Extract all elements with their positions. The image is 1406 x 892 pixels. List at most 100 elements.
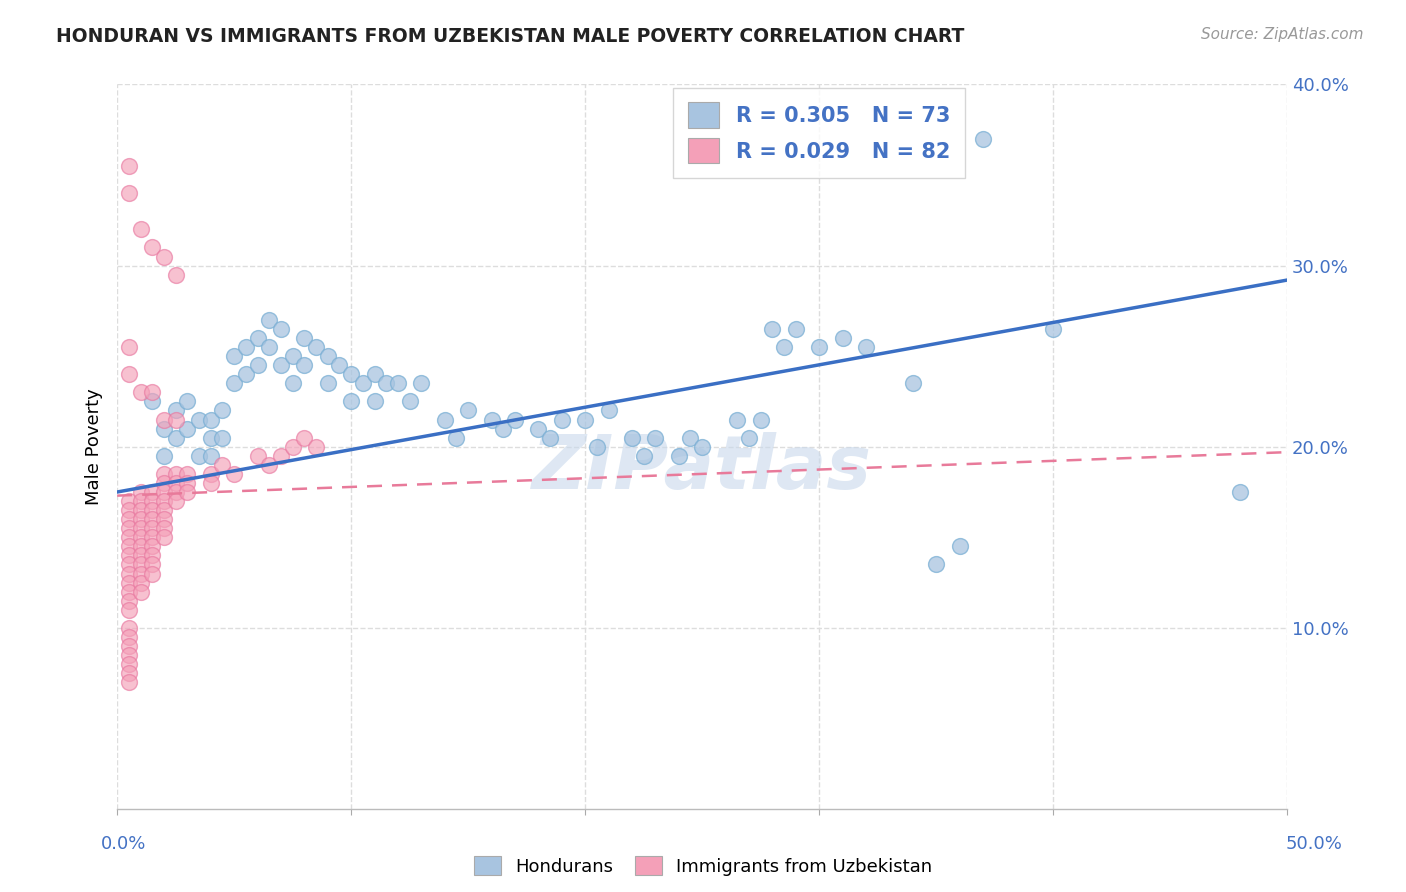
Point bbox=[129, 503, 152, 517]
Point bbox=[118, 186, 141, 201]
Text: 0.0%: 0.0% bbox=[101, 835, 146, 853]
Point bbox=[118, 648, 141, 662]
Point bbox=[538, 431, 561, 445]
Point bbox=[118, 639, 141, 653]
Point bbox=[270, 322, 292, 336]
Point bbox=[118, 521, 141, 535]
Point bbox=[118, 558, 141, 572]
Point bbox=[118, 630, 141, 644]
Point bbox=[773, 340, 796, 354]
Point bbox=[246, 331, 269, 345]
Text: ZIPatlas: ZIPatlas bbox=[531, 432, 872, 505]
Point bbox=[387, 376, 409, 391]
Point bbox=[292, 331, 315, 345]
Point bbox=[141, 503, 163, 517]
Point bbox=[153, 475, 176, 490]
Point bbox=[153, 412, 176, 426]
Point bbox=[668, 449, 690, 463]
Point bbox=[316, 349, 339, 363]
Y-axis label: Male Poverty: Male Poverty bbox=[86, 388, 103, 505]
Point bbox=[316, 376, 339, 391]
Point bbox=[141, 530, 163, 544]
Point bbox=[129, 521, 152, 535]
Point bbox=[925, 558, 948, 572]
Point bbox=[153, 512, 176, 526]
Point bbox=[200, 475, 222, 490]
Point bbox=[153, 530, 176, 544]
Point bbox=[153, 521, 176, 535]
Point bbox=[246, 358, 269, 372]
Point bbox=[644, 431, 666, 445]
Point bbox=[153, 422, 176, 436]
Point bbox=[188, 412, 211, 426]
Point bbox=[340, 368, 363, 382]
Point bbox=[340, 394, 363, 409]
Point bbox=[141, 566, 163, 581]
Point bbox=[153, 449, 176, 463]
Point bbox=[165, 467, 187, 481]
Point bbox=[620, 431, 643, 445]
Point bbox=[129, 558, 152, 572]
Point bbox=[165, 403, 187, 417]
Point bbox=[165, 268, 187, 282]
Point bbox=[352, 376, 374, 391]
Point bbox=[200, 431, 222, 445]
Point bbox=[246, 449, 269, 463]
Point bbox=[585, 440, 607, 454]
Point bbox=[281, 440, 304, 454]
Point bbox=[503, 412, 526, 426]
Point bbox=[679, 431, 702, 445]
Point bbox=[129, 485, 152, 500]
Point bbox=[141, 494, 163, 508]
Point bbox=[118, 494, 141, 508]
Point bbox=[129, 530, 152, 544]
Point bbox=[259, 458, 281, 472]
Point bbox=[235, 340, 257, 354]
Point bbox=[141, 521, 163, 535]
Point bbox=[176, 485, 198, 500]
Point bbox=[129, 575, 152, 590]
Point bbox=[141, 240, 163, 254]
Point bbox=[749, 412, 772, 426]
Point bbox=[270, 449, 292, 463]
Point bbox=[808, 340, 831, 354]
Point bbox=[118, 530, 141, 544]
Point bbox=[224, 349, 246, 363]
Point bbox=[831, 331, 853, 345]
Point bbox=[129, 566, 152, 581]
Point bbox=[690, 440, 713, 454]
Point bbox=[200, 412, 222, 426]
Point bbox=[188, 449, 211, 463]
Point bbox=[141, 549, 163, 563]
Point bbox=[176, 475, 198, 490]
Point bbox=[118, 159, 141, 173]
Point bbox=[176, 467, 198, 481]
Point bbox=[165, 412, 187, 426]
Point bbox=[141, 539, 163, 553]
Point bbox=[211, 403, 233, 417]
Point bbox=[948, 539, 970, 553]
Point bbox=[411, 376, 433, 391]
Legend: R = 0.305   N = 73, R = 0.029   N = 82: R = 0.305 N = 73, R = 0.029 N = 82 bbox=[673, 87, 965, 178]
Point bbox=[363, 368, 385, 382]
Point bbox=[292, 431, 315, 445]
Point bbox=[153, 485, 176, 500]
Point bbox=[1042, 322, 1064, 336]
Point bbox=[118, 584, 141, 599]
Point bbox=[725, 412, 748, 426]
Point bbox=[972, 132, 994, 146]
Point bbox=[153, 503, 176, 517]
Point bbox=[259, 340, 281, 354]
Point bbox=[165, 475, 187, 490]
Point bbox=[328, 358, 350, 372]
Point bbox=[129, 539, 152, 553]
Point bbox=[129, 584, 152, 599]
Point bbox=[398, 394, 420, 409]
Point bbox=[118, 503, 141, 517]
Point bbox=[141, 558, 163, 572]
Point bbox=[129, 549, 152, 563]
Point bbox=[118, 368, 141, 382]
Point bbox=[118, 340, 141, 354]
Point bbox=[153, 494, 176, 508]
Point bbox=[305, 340, 328, 354]
